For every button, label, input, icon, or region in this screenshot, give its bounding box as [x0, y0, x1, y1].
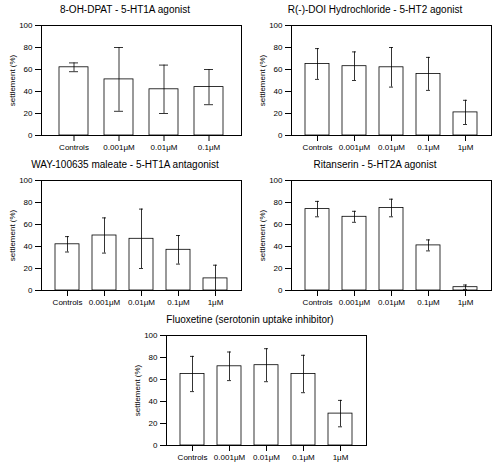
svg-text:80: 80: [24, 43, 33, 52]
svg-text:0.01μM: 0.01μM: [378, 143, 405, 152]
svg-text:0.1μM: 0.1μM: [167, 298, 190, 307]
svg-text:settlement (%): settlement (%): [8, 54, 17, 106]
svg-text:Controls: Controls: [178, 453, 208, 462]
svg-text:60: 60: [274, 65, 283, 74]
svg-text:0.1μM: 0.1μM: [417, 143, 440, 152]
svg-text:Controls: Controls: [59, 143, 89, 152]
svg-text:20: 20: [24, 109, 33, 118]
svg-text:settlement (%): settlement (%): [258, 54, 267, 106]
svg-text:100: 100: [19, 21, 33, 30]
svg-text:1μM: 1μM: [333, 453, 349, 462]
svg-text:settlement (%): settlement (%): [8, 209, 17, 261]
svg-text:0.001μM: 0.001μM: [103, 143, 135, 152]
svg-text:Controls: Controls: [53, 298, 83, 307]
svg-text:80: 80: [149, 353, 158, 362]
svg-text:100: 100: [269, 21, 283, 30]
svg-text:Controls: Controls: [303, 143, 333, 152]
html-text:WAY-100635 maleate - 5-HT1A an: WAY-100635 maleate - 5-HT1A antagonist: [31, 159, 219, 170]
svg-text:0: 0: [278, 286, 283, 295]
svg-text:1μM: 1μM: [458, 143, 474, 152]
svg-text:0.01μM: 0.01μM: [378, 298, 405, 307]
svg-text:60: 60: [149, 375, 158, 384]
svg-text:0.1μM: 0.1μM: [198, 143, 221, 152]
svg-text:40: 40: [24, 87, 33, 96]
svg-text:0.001μM: 0.001μM: [339, 143, 371, 152]
svg-text:0: 0: [278, 131, 283, 140]
svg-text:settlement (%): settlement (%): [133, 364, 142, 416]
svg-text:100: 100: [144, 331, 158, 340]
svg-text:20: 20: [149, 419, 158, 428]
html-text:Fluoxetine (serotonin uptake i: Fluoxetine (serotonin uptake inhibitor): [166, 314, 334, 325]
svg-text:0.001μM: 0.001μM: [339, 298, 371, 307]
svg-text:40: 40: [274, 87, 283, 96]
svg-text:20: 20: [24, 264, 33, 273]
svg-text:0.001μM: 0.001μM: [214, 453, 246, 462]
svg-text:0.001μM: 0.001μM: [89, 298, 121, 307]
svg-text:settlement (%): settlement (%): [258, 209, 267, 261]
svg-text:80: 80: [24, 198, 33, 207]
svg-text:0: 0: [28, 131, 33, 140]
svg-text:20: 20: [274, 109, 283, 118]
svg-text:80: 80: [274, 43, 283, 52]
svg-text:0.1μM: 0.1μM: [292, 453, 315, 462]
svg-text:40: 40: [149, 397, 158, 406]
svg-text:60: 60: [24, 220, 33, 229]
svg-text:1μM: 1μM: [208, 298, 224, 307]
svg-text:100: 100: [269, 176, 283, 185]
svg-text:60: 60: [274, 220, 283, 229]
svg-text:40: 40: [274, 242, 283, 251]
svg-text:80: 80: [274, 198, 283, 207]
svg-text:0: 0: [153, 441, 158, 450]
svg-text:0.01μM: 0.01μM: [151, 143, 178, 152]
svg-text:1μM: 1μM: [458, 298, 474, 307]
html-text:Ritanserin - 5-HT2A agonist: Ritanserin - 5-HT2A agonist: [313, 159, 437, 170]
svg-text:0.1μM: 0.1μM: [417, 298, 440, 307]
svg-text:100: 100: [19, 176, 33, 185]
html-text:8-OH-DPAT - 5-HT1A agonist: 8-OH-DPAT - 5-HT1A agonist: [60, 4, 190, 15]
svg-text:60: 60: [24, 65, 33, 74]
html-text:R(-)-DOI Hydrochloride - 5-HT2: R(-)-DOI Hydrochloride - 5-HT2 agonist: [287, 4, 463, 15]
svg-text:0.01μM: 0.01μM: [253, 453, 280, 462]
svg-text:0.01μM: 0.01μM: [128, 298, 155, 307]
svg-text:40: 40: [24, 242, 33, 251]
svg-text:Controls: Controls: [303, 298, 333, 307]
svg-text:20: 20: [274, 264, 283, 273]
svg-text:0: 0: [28, 286, 33, 295]
